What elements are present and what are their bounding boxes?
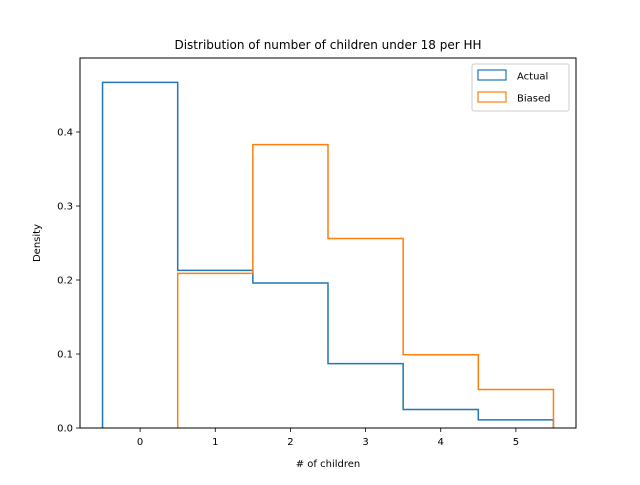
chart-title: Distribution of number of children under… [174, 38, 481, 52]
legend-label-biased: Biased [517, 94, 550, 105]
series-biased-step [176, 143, 555, 428]
legend-swatch-biased [477, 91, 507, 103]
legend: Actual Biased [471, 63, 570, 112]
y-axis-label: Density [32, 224, 43, 262]
x-tick-label: 1 [212, 437, 218, 448]
x-tick-label: 3 [362, 437, 368, 448]
legend-swatch-actual [477, 69, 507, 81]
y-tick-label: 0.4 [57, 128, 73, 139]
y-tick-label: 0.2 [57, 276, 73, 287]
y-tick-label: 0.3 [57, 202, 73, 213]
x-tick-label: 0 [137, 437, 143, 448]
y-tick-label: 0.1 [57, 350, 73, 361]
series-actual-step [101, 81, 555, 428]
series-layer [101, 81, 555, 428]
y-axis: 0.0 0.1 0.2 0.3 0.4 [57, 128, 80, 435]
y-tick-label: 0.0 [57, 424, 73, 435]
x-tick-label: 4 [438, 437, 444, 448]
x-axis-label: # of children [296, 459, 361, 470]
legend-label-actual: Actual [517, 72, 548, 83]
x-tick-label: 2 [287, 437, 293, 448]
plot-frame [79, 57, 577, 429]
x-tick-label: 5 [513, 437, 519, 448]
legend-box [471, 63, 570, 112]
x-axis: 0 1 2 3 4 5 [137, 428, 519, 448]
